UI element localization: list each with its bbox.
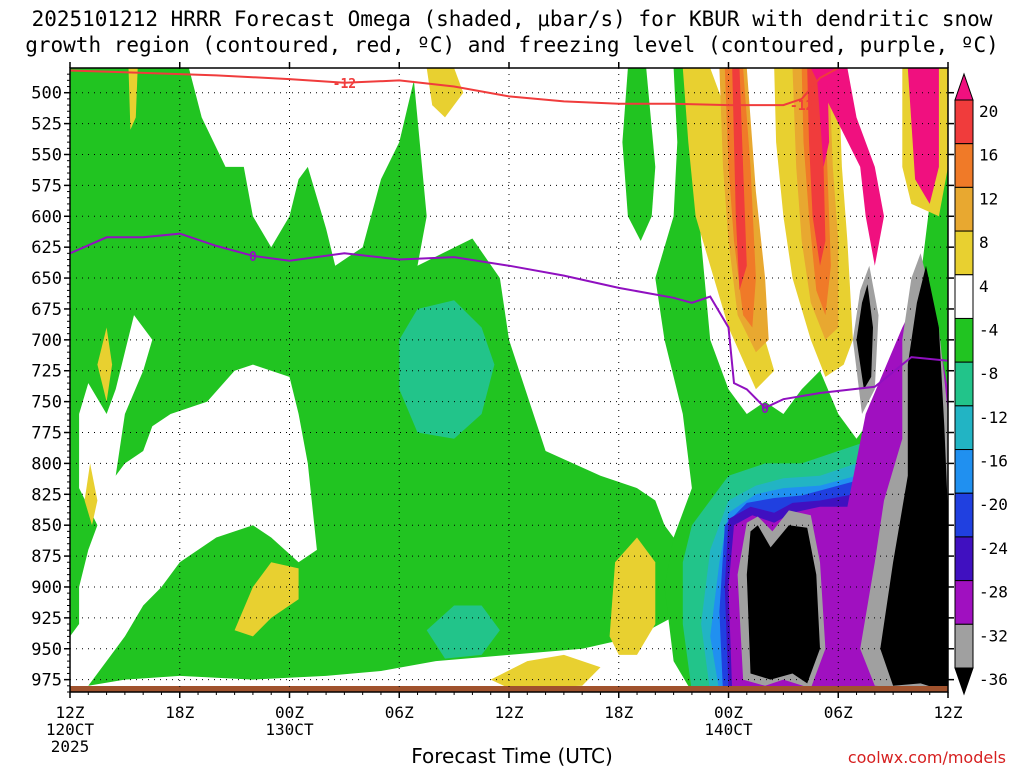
omega-region-2 <box>622 68 656 241</box>
y-tick-label-725: 725 <box>31 362 62 382</box>
x-tick-label-0: 12Z <box>56 703 85 722</box>
colorbar-label--12: -12 <box>979 408 1008 427</box>
colorbar-label--36: -36 <box>979 670 1008 689</box>
title-line-2: growth region (contoured, red, ºC) and f… <box>25 33 999 57</box>
contour-label-0-1: -12 <box>790 99 813 114</box>
x-date-label-0: 120CT <box>46 720 95 739</box>
omega-region-1 <box>70 68 692 686</box>
colorbar-label--20: -20 <box>979 495 1008 514</box>
colorbar-label--24: -24 <box>979 539 1008 558</box>
y-tick-label-825: 825 <box>31 485 62 505</box>
x-tick-label-48: 12Z <box>934 703 963 722</box>
colorbar-label-8: 8 <box>979 233 989 252</box>
colorbar-box-2 <box>954 186 974 232</box>
colorbar-box-4 <box>954 274 974 319</box>
y-tick-label-575: 575 <box>31 176 62 196</box>
colorbar-label--4: -4 <box>979 321 998 340</box>
contour-line-1 <box>70 232 948 410</box>
colorbar-box-9 <box>954 492 974 538</box>
y-tick-label-675: 675 <box>31 300 62 320</box>
colorbar-label-4: 4 <box>979 277 989 296</box>
contour-label-0-0: -12 <box>333 77 356 92</box>
credit-text[interactable]: coolwx.com/models <box>847 748 1006 767</box>
colorbar-box-3 <box>954 230 974 276</box>
omega-region-36 <box>816 68 830 167</box>
x-date-label-36: 140CT <box>704 720 753 739</box>
x-tick-label-36: 00Z <box>714 703 743 722</box>
omega-region-16 <box>856 284 873 390</box>
omega-region-18 <box>128 68 138 130</box>
title-line-1: 2025101212 HRRR Forecast Omega (shaded, … <box>31 7 993 31</box>
omega-region-32 <box>732 68 747 291</box>
y-tick-label-525: 525 <box>31 115 62 135</box>
y-tick-label-750: 750 <box>31 393 62 413</box>
colorbar-bottom-triangle <box>954 667 974 696</box>
y-tick-label-800: 800 <box>31 454 62 474</box>
ground-strip <box>70 686 948 692</box>
colorbar-label-12: 12 <box>979 189 998 208</box>
colorbar-box-6 <box>954 361 974 407</box>
x-tick-label-18: 06Z <box>385 703 414 722</box>
colorbar-box-1 <box>954 143 974 188</box>
contour-line-0 <box>70 68 839 107</box>
y-tick-label-975: 975 <box>31 671 62 691</box>
omega-region-19 <box>426 68 464 118</box>
omega-region-17 <box>880 265 948 692</box>
shaded-regions <box>70 68 948 692</box>
colorbar-label--16: -16 <box>979 452 1008 471</box>
colorbar-box-8 <box>954 449 974 494</box>
colorbar-label--32: -32 <box>979 626 1008 645</box>
colorbar-label--8: -8 <box>979 364 998 383</box>
y-tick-label-550: 550 <box>31 145 62 165</box>
x-tick-label-30: 18Z <box>604 703 633 722</box>
omega-region-22 <box>609 537 656 655</box>
contour-label-1-1: 0 <box>761 402 769 417</box>
omega-region-5 <box>426 605 500 659</box>
y-tick-label-775: 775 <box>31 424 62 444</box>
omega-region-24 <box>97 327 113 402</box>
y-tick-label-500: 500 <box>31 84 62 104</box>
y-tick-label-650: 650 <box>31 269 62 289</box>
colorbar-box-5 <box>954 317 974 363</box>
colorbar-label-16: 16 <box>979 146 998 165</box>
y-tick-label-625: 625 <box>31 238 62 258</box>
x-tick-label-12: 00Z <box>275 703 304 722</box>
y-tick-label-925: 925 <box>31 609 62 629</box>
y-tick-label-850: 850 <box>31 516 62 536</box>
omega-region-4 <box>399 300 495 439</box>
y-tick-label-950: 950 <box>31 640 62 660</box>
omega-region-35 <box>907 68 939 204</box>
colorbar-box-10 <box>954 536 974 582</box>
y-tick-label-600: 600 <box>31 207 62 227</box>
colorbar-label-20: 20 <box>979 102 998 121</box>
y-tick-label-900: 900 <box>31 578 62 598</box>
x-year-label: 2025 <box>51 737 90 756</box>
contour-label-1-0: 0 <box>249 250 257 265</box>
omega-region-21 <box>490 654 601 689</box>
colorbar-top-triangle <box>954 72 974 101</box>
omega-region-34 <box>810 68 884 266</box>
colorbar-label--28: -28 <box>979 583 1008 602</box>
x-tick-label-24: 12Z <box>495 703 524 722</box>
x-tick-label-42: 06Z <box>824 703 853 722</box>
colorbar-box-0 <box>954 99 974 145</box>
y-tick-label-700: 700 <box>31 331 62 351</box>
colorbar-box-7 <box>954 405 974 451</box>
x-tick-label-6: 18Z <box>165 703 194 722</box>
x-axis-title: Forecast Time (UTC) <box>411 744 613 768</box>
y-tick-label-875: 875 <box>31 547 62 567</box>
chart-title: 2025101212 HRRR Forecast Omega (shaded, … <box>0 6 1024 58</box>
omega-region-15 <box>746 525 820 684</box>
x-date-label-12: 130CT <box>265 720 314 739</box>
colorbar-box-11 <box>954 580 974 625</box>
colorbar-box-12 <box>954 623 974 669</box>
omega-region-23 <box>84 463 98 526</box>
